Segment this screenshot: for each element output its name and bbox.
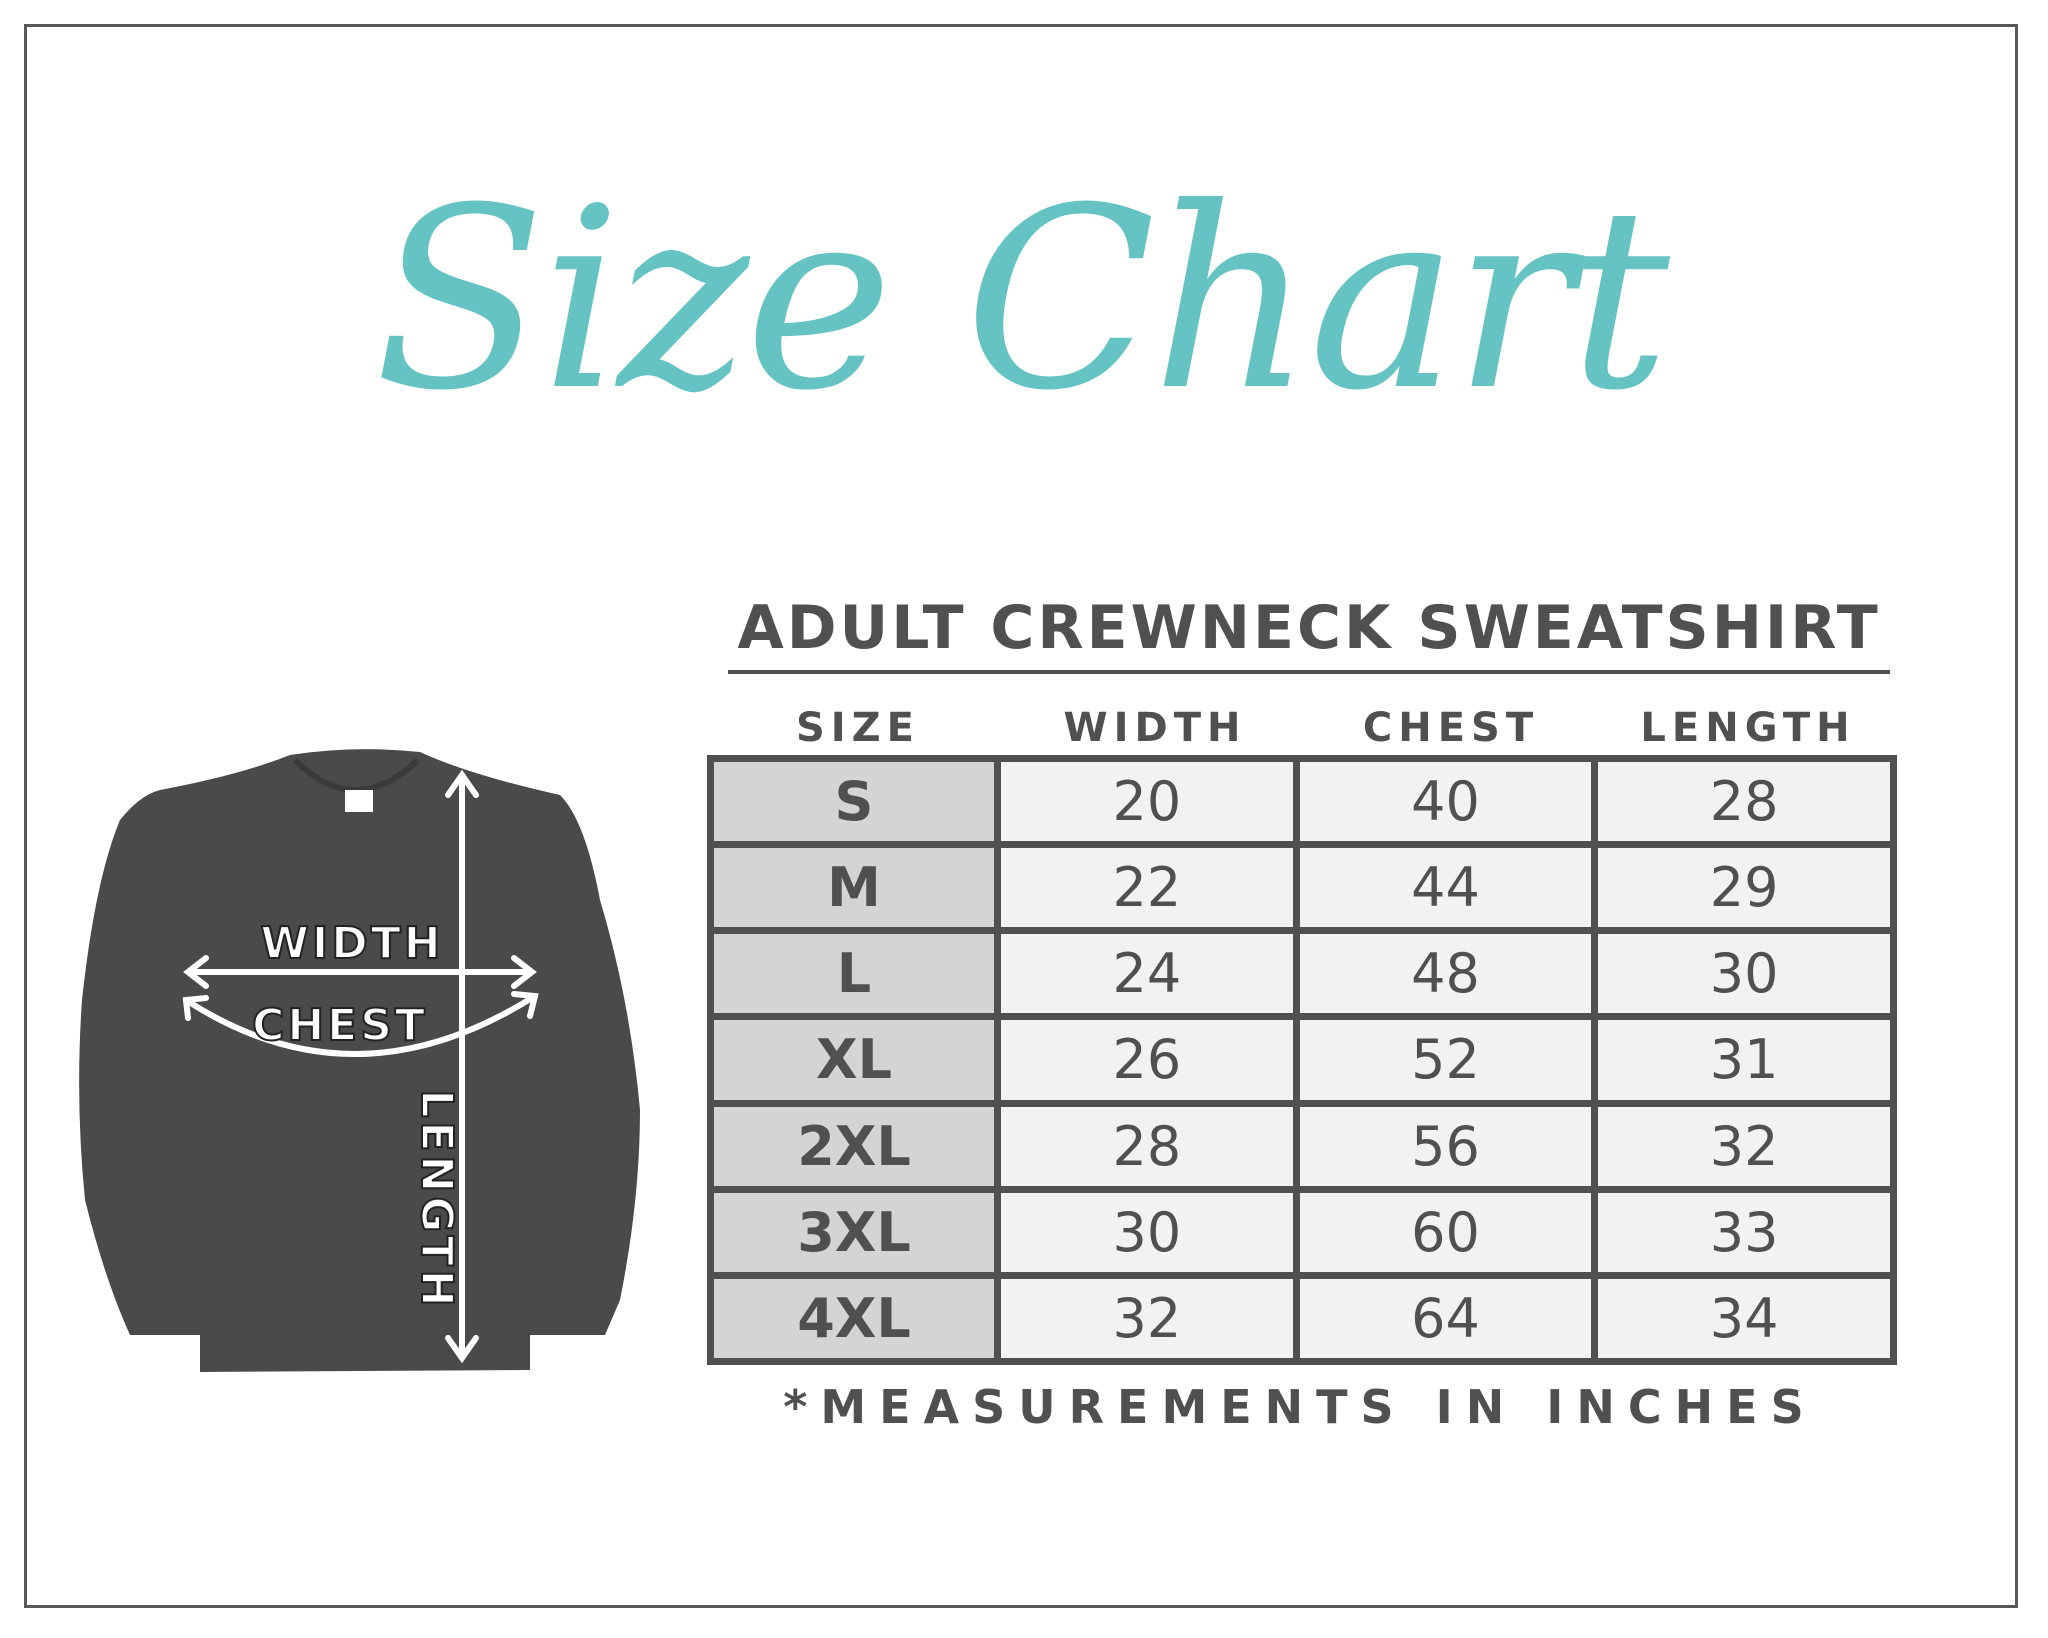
- width-cell: 32: [994, 1271, 1300, 1366]
- size-cell: XL: [707, 1013, 1001, 1107]
- column-header-width: WIDTH: [1063, 705, 1247, 751]
- page-title: Size Chart: [374, 154, 1670, 445]
- width-cell: 30: [994, 1185, 1300, 1279]
- column-header-chest: CHEST: [1362, 705, 1540, 751]
- size-cell: M: [707, 841, 1001, 935]
- length-cell: 30: [1591, 927, 1897, 1021]
- sweatshirt-body: [79, 749, 640, 1372]
- length-cell: 32: [1591, 1099, 1897, 1193]
- length-cell: 34: [1591, 1271, 1897, 1366]
- chest-label: CHEST: [252, 1000, 428, 1051]
- measurement-note: *MEASUREMENTS IN INCHES: [783, 1380, 1817, 1434]
- width-cell: 24: [994, 927, 1300, 1021]
- length-cell: 29: [1591, 841, 1897, 935]
- width-cell: 22: [994, 841, 1300, 935]
- length-label: LENGTH: [411, 1089, 462, 1310]
- page-border: [24, 24, 2018, 1608]
- neckline: [292, 757, 421, 793]
- table-row: S 20 40 28: [707, 754, 1897, 849]
- size-cell: L: [707, 927, 1001, 1021]
- chest-cell: 56: [1292, 1099, 1599, 1193]
- table-row: 2XL 28 56 32: [707, 1099, 1897, 1193]
- length-cell: 28: [1591, 754, 1897, 849]
- chest-cell: 64: [1292, 1271, 1599, 1366]
- table-row: L 24 48 30: [707, 927, 1897, 1021]
- length-cell: 33: [1591, 1185, 1897, 1279]
- width-cell: 26: [994, 1013, 1300, 1107]
- brand-tag: [345, 790, 373, 812]
- chest-cell: 60: [1292, 1185, 1599, 1279]
- width-label: WIDTH: [260, 918, 443, 969]
- table-row: M 22 44 29: [707, 841, 1897, 935]
- table-row: XL 26 52 31: [707, 1013, 1897, 1107]
- length-cell: 31: [1591, 1013, 1897, 1107]
- width-cell: 28: [994, 1099, 1300, 1193]
- table-row: 3XL 30 60 33: [707, 1185, 1897, 1279]
- width-cell: 20: [994, 754, 1300, 849]
- chest-arrow: [183, 993, 538, 1057]
- size-cell: 4XL: [707, 1271, 1001, 1366]
- chest-cell: 40: [1292, 754, 1599, 849]
- column-header-length: LENGTH: [1640, 705, 1856, 751]
- product-heading: ADULT CREWNECK SWEATSHIRT: [728, 588, 1890, 674]
- size-cell: S: [707, 754, 1001, 849]
- size-cell: 2XL: [707, 1099, 1001, 1193]
- size-cell: 3XL: [707, 1185, 1001, 1279]
- chest-cell: 48: [1292, 927, 1599, 1021]
- chest-cell: 52: [1292, 1013, 1599, 1107]
- chest-cell: 44: [1292, 841, 1599, 935]
- size-table: S 20 40 28 M 22 44 29 L 24 48 30 XL 26 52 31 2XL 28 56 32 3X…: [707, 754, 1897, 1366]
- table-row: 4XL 32 64 34: [707, 1271, 1897, 1366]
- column-header-size: SIZE: [795, 705, 921, 751]
- measurement-arrows: [182, 769, 539, 1364]
